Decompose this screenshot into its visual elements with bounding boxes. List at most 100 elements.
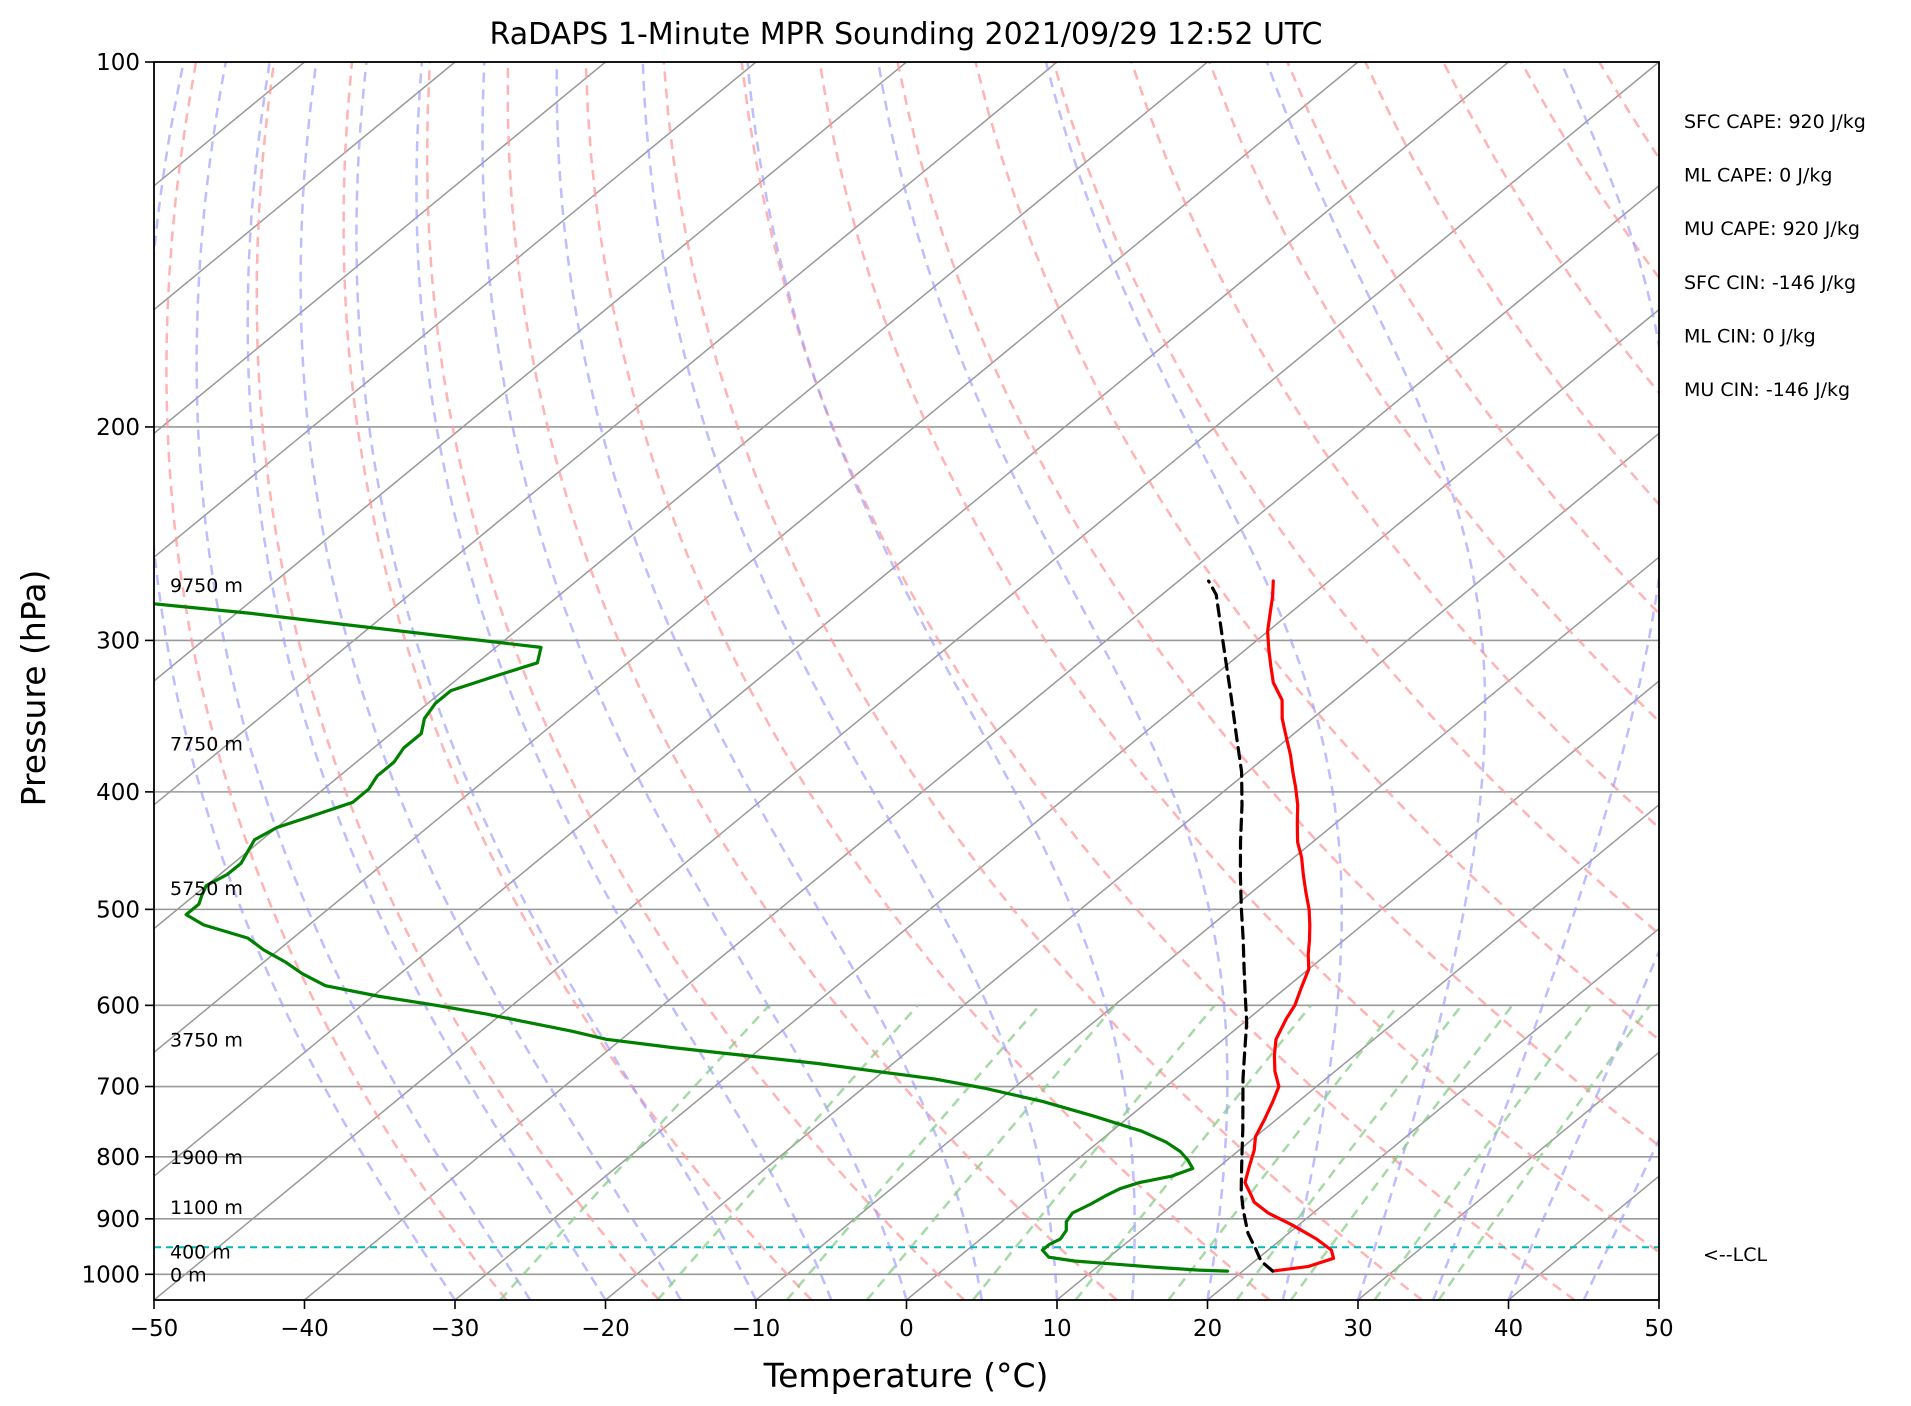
parcel-profile xyxy=(1207,579,1275,1273)
y-tick-label: 400 xyxy=(96,780,140,806)
mixing-ratio-36 xyxy=(1437,1004,1652,1300)
moist-adiabat--15 xyxy=(299,62,682,1300)
mixing-ratio-12 xyxy=(1167,1004,1399,1300)
isotherm--110 xyxy=(154,62,757,559)
height-label: 7750 m xyxy=(170,734,243,756)
index-label: MU CIN: -146 J/kg xyxy=(1684,379,1850,401)
x-tick-label: −20 xyxy=(581,1316,630,1342)
x-axis-label: Temperature (°C) xyxy=(763,1356,1049,1395)
moist-adiabat-40 xyxy=(1507,948,1659,1300)
moist-adiabat--25 xyxy=(195,62,532,1300)
mixing-ratio-1 xyxy=(656,1004,919,1300)
mixing-ratio-lines xyxy=(499,1004,1652,1300)
index-label: ML CIN: 0 J/kg xyxy=(1684,325,1816,347)
isotherm--130 xyxy=(154,62,456,311)
dry-adiabat-0 xyxy=(425,62,966,1300)
isotherm--70 xyxy=(154,62,1359,1054)
dry-adiabat-40 xyxy=(740,62,1576,1300)
y-axis-ticks: 100 200 300 400 500 600 700 800 900 1000 xyxy=(81,50,154,1288)
mixing-ratio-2 xyxy=(785,1004,1041,1300)
x-tick-label: 50 xyxy=(1644,1316,1673,1342)
height-label: 0 m xyxy=(170,1264,207,1286)
chart-title: RaDAPS 1-Minute MPR Sounding 2021/09/29 … xyxy=(490,17,1323,52)
isotherm--50 xyxy=(154,62,1659,1300)
mixing-ratio-20 xyxy=(1289,1004,1514,1300)
y-tick-label: 800 xyxy=(96,1145,140,1171)
isotherm-20 xyxy=(1207,927,1659,1300)
moist-adiabat--20 xyxy=(246,62,607,1300)
isobar-gridlines xyxy=(154,62,1659,1276)
x-tick-label: −40 xyxy=(280,1316,329,1342)
index-label: ML CAPE: 0 J/kg xyxy=(1684,165,1832,187)
sounding-profiles xyxy=(154,579,1336,1273)
isotherm--90 xyxy=(154,62,1058,806)
y-tick-label: 600 xyxy=(96,993,140,1019)
x-tick-label: −50 xyxy=(130,1316,179,1342)
y-tick-label: 500 xyxy=(96,897,140,923)
height-label: 5750 m xyxy=(170,878,243,900)
height-label: 3750 m xyxy=(170,1029,243,1051)
moist-adiabat-45 xyxy=(1582,1137,1659,1300)
dry-adiabat-10 xyxy=(506,62,1118,1300)
moist-adiabat--30 xyxy=(154,62,457,1300)
y-tick-label: 900 xyxy=(96,1207,140,1233)
index-label: SFC CAPE: 920 J/kg xyxy=(1684,111,1866,133)
y-tick-label: 700 xyxy=(96,1075,140,1101)
temperature-profile xyxy=(1243,579,1336,1273)
x-tick-label: −10 xyxy=(732,1316,781,1342)
y-tick-label: 1000 xyxy=(81,1262,140,1288)
x-tick-label: −30 xyxy=(431,1316,480,1342)
moist-adiabat-0 xyxy=(481,62,908,1300)
index-label: MU CAPE: 920 J/kg xyxy=(1684,218,1860,240)
dry-adiabat-30 xyxy=(662,62,1423,1300)
moist-adiabat-20 xyxy=(877,62,1229,1300)
lcl-label: <--LCL xyxy=(1703,1244,1767,1266)
isotherm-10 xyxy=(1056,803,1659,1300)
dry-adiabat--30 xyxy=(165,62,508,1300)
moist-adiabat-15 xyxy=(746,62,1136,1300)
y-tick-label: 300 xyxy=(96,628,140,654)
moist-adiabat--10 xyxy=(355,62,758,1300)
x-tick-label: 30 xyxy=(1343,1316,1372,1342)
moist-adiabat-5 xyxy=(555,62,984,1300)
moist-adiabat--5 xyxy=(415,62,833,1300)
x-tick-label: 40 xyxy=(1494,1316,1523,1342)
dry-adiabat--20 xyxy=(255,62,660,1300)
mixing-ratio-0.4 xyxy=(499,1004,771,1300)
mixing-ratio-16 xyxy=(1235,1004,1463,1300)
x-axis-ticks: −50 −40 −30 −20 −10 0 10 20 30 40 50 xyxy=(130,1300,1674,1342)
isotherm-0 xyxy=(906,680,1659,1300)
dewpoint-profile xyxy=(154,602,1230,1273)
dry-adiabat-lines xyxy=(165,62,1659,1300)
height-label: 1100 m xyxy=(170,1197,243,1219)
isotherm-30 xyxy=(1357,1051,1659,1300)
dry-adiabat-110 xyxy=(1286,62,1659,616)
y-tick-label: 200 xyxy=(96,415,140,441)
isotherm--120 xyxy=(154,62,606,435)
plot-area xyxy=(154,62,1659,1300)
height-label: 1900 m xyxy=(170,1147,243,1169)
dry-adiabat-80 xyxy=(1052,62,1659,936)
height-label: 400 m xyxy=(170,1242,231,1264)
isotherm--20 xyxy=(605,432,1659,1300)
isotherm--30 xyxy=(454,308,1659,1300)
y-axis-label: Pressure (hPa) xyxy=(14,570,53,807)
mixing-ratio-28 xyxy=(1373,1004,1592,1300)
height-label: 9750 m xyxy=(170,575,243,597)
x-tick-label: 0 xyxy=(899,1316,914,1342)
height-labels: 9750 m 7750 m 5750 m 3750 m 1900 m 1100 m 400 … xyxy=(170,575,243,1286)
index-label: SFC CIN: -146 J/kg xyxy=(1684,272,1856,294)
dry-adiabat-90 xyxy=(1130,62,1659,830)
moist-adiabat-35 xyxy=(1432,62,1659,1300)
isotherm--100 xyxy=(154,62,907,682)
x-tick-label: 20 xyxy=(1193,1316,1222,1342)
moist-adiabat-lines xyxy=(154,62,1659,1300)
moist-adiabat-25 xyxy=(1044,62,1343,1300)
moist-adiabat-10 xyxy=(641,62,1059,1300)
isotherm--80 xyxy=(154,62,1208,930)
y-tick-label: 100 xyxy=(96,50,140,76)
isotherm--60 xyxy=(154,62,1509,1178)
stability-indices: SFC CAPE: 920 J/kg ML CAPE: 0 J/kg MU CAPE… xyxy=(1684,111,1866,401)
